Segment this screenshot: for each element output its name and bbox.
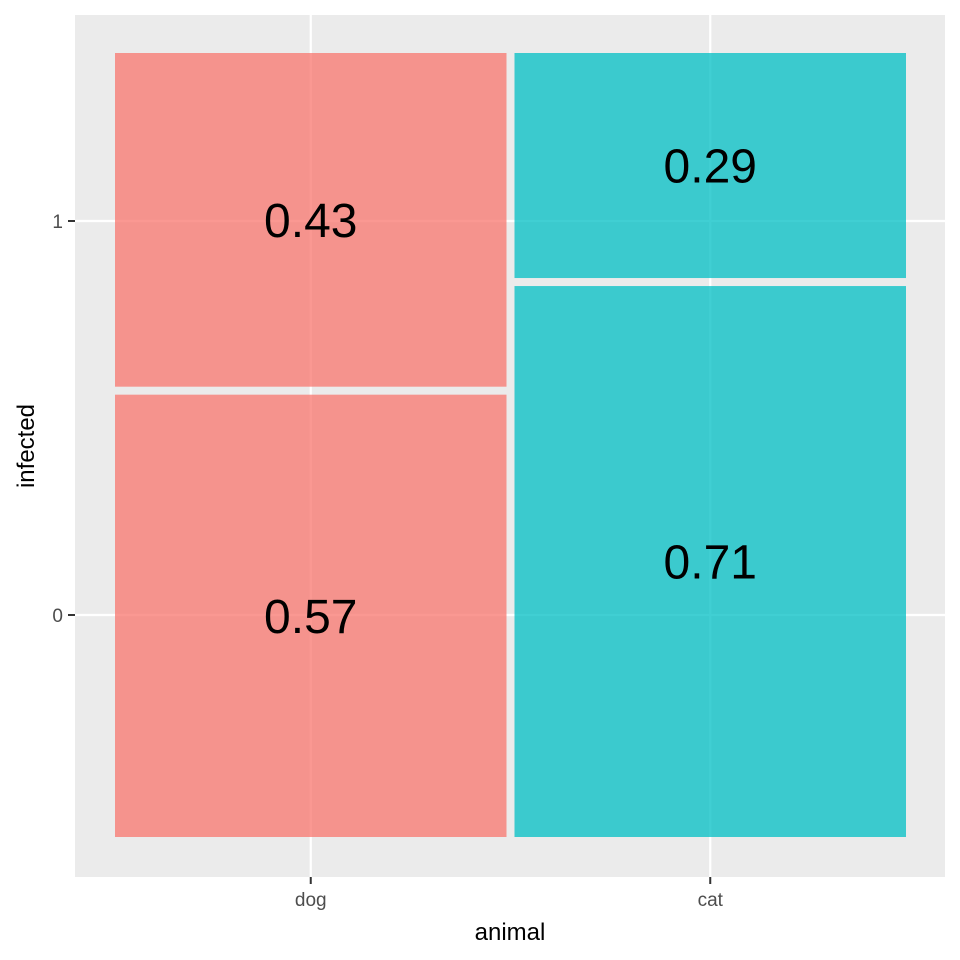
tile-dog-0 (115, 394, 507, 837)
tile-cat-0 (514, 286, 906, 837)
mosaic-tiles (115, 53, 906, 837)
x-tick-label: dog (295, 890, 327, 911)
axes: dog cat 0 1 (52, 212, 723, 911)
tile-cat-1 (514, 53, 906, 279)
y-axis-title: infected (13, 404, 40, 488)
data-label-cat-0: 0.71 (664, 537, 757, 590)
data-label-dog-0: 0.57 (264, 591, 357, 644)
tile-dog-1 (115, 53, 507, 387)
y-tick-label: 0 (52, 606, 63, 627)
data-label-dog-1: 0.43 (264, 195, 357, 248)
cell-labels: 0.57 0.43 0.71 0.29 (264, 141, 757, 644)
y-tick-label: 1 (52, 212, 63, 233)
x-axis-title: animal (475, 919, 546, 946)
x-tick-label: cat (698, 890, 724, 911)
data-label-cat-1: 0.29 (664, 141, 757, 194)
